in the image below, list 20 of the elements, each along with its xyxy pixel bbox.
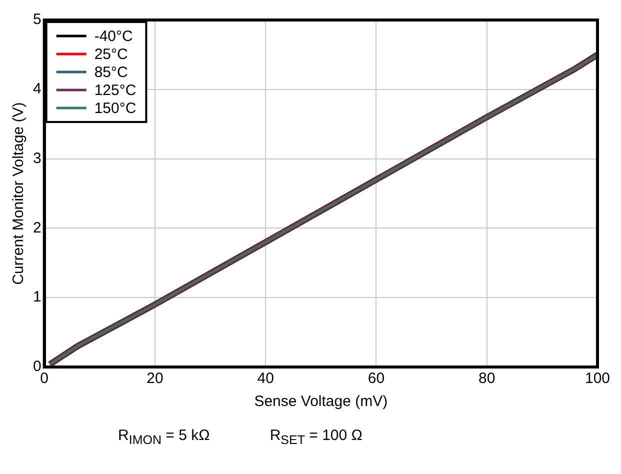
y-axis-title: Current Monitor Voltage (V) xyxy=(10,102,28,285)
x-tick-label: 100 xyxy=(584,370,610,388)
y-tick-label: 3 xyxy=(33,150,42,167)
legend-label: 150°C xyxy=(94,100,136,118)
y-tick-label: 2 xyxy=(33,219,42,236)
legend-label: -40°C xyxy=(94,28,134,46)
y-tick-label: 0 xyxy=(33,358,42,376)
x-tick-label: 60 xyxy=(368,370,385,388)
y-tick-label: 1 xyxy=(33,288,42,306)
text: R$_{IMON}$ = 5 kΩ xyxy=(118,427,210,447)
x-tick-label: 80 xyxy=(478,370,496,388)
x-tick-label: 20 xyxy=(146,370,164,388)
x-tick-label: 40 xyxy=(257,370,274,388)
legend-label: 85°C xyxy=(94,64,128,82)
y-tick-label: 5 xyxy=(33,11,42,28)
x-axis-title: Sense Voltage (mV) xyxy=(254,393,388,410)
text: R$_{SET}$ = 100 Ω xyxy=(270,427,362,447)
y-tick-label: 4 xyxy=(33,80,42,98)
legend-label: 125°C xyxy=(94,82,136,100)
legend-label: 25°C xyxy=(94,46,128,64)
